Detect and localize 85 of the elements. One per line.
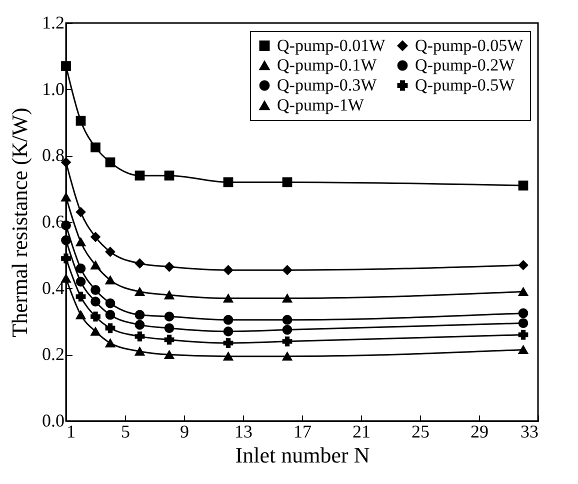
- legend-label: Q-pump-0.2W: [415, 56, 516, 74]
- point: [223, 265, 234, 276]
- point: [282, 352, 292, 361]
- point: [76, 276, 86, 287]
- point: [134, 331, 145, 342]
- point: [518, 330, 528, 340]
- point: [282, 314, 292, 325]
- point: [164, 323, 174, 334]
- point: [105, 323, 116, 334]
- point: [223, 314, 234, 325]
- point: [282, 336, 292, 346]
- y-tick-label: 1.0: [42, 78, 64, 99]
- x-tick-label: 5: [121, 422, 130, 442]
- point: [90, 312, 100, 322]
- point: [282, 324, 292, 335]
- point: [90, 296, 100, 307]
- legend-label: Q-pump-0.01W: [277, 36, 386, 55]
- point: [105, 157, 116, 168]
- point: [90, 260, 100, 270]
- point: [76, 207, 86, 217]
- point: [105, 246, 116, 257]
- point: [76, 116, 86, 126]
- point: [134, 258, 145, 268]
- point: [164, 312, 174, 322]
- point: [164, 334, 174, 345]
- point: [223, 326, 234, 336]
- legend-label: Q-pump-0.05W: [415, 36, 524, 55]
- point: [105, 310, 116, 320]
- point: [76, 238, 86, 246]
- point: [164, 290, 174, 300]
- point: [61, 274, 71, 283]
- x-tick-label: 21: [352, 422, 370, 442]
- point: [518, 345, 528, 354]
- point: [223, 352, 234, 361]
- point: [223, 177, 234, 188]
- point: [282, 177, 292, 188]
- x-tick-label: 9: [180, 422, 189, 442]
- point: [76, 292, 86, 302]
- point: [61, 61, 71, 72]
- point: [76, 264, 86, 274]
- point: [164, 262, 174, 272]
- point: [134, 347, 145, 356]
- point: [134, 320, 145, 330]
- point: [105, 298, 116, 308]
- point: [223, 294, 234, 303]
- point: [61, 192, 71, 202]
- point: [518, 308, 528, 318]
- legend-label: Q-pump-0.1W: [277, 56, 378, 74]
- y-tick-label: 1.2: [42, 12, 64, 32]
- x-tick-label: 25: [412, 422, 430, 442]
- point: [61, 254, 71, 264]
- point: [164, 350, 174, 360]
- point: [105, 338, 116, 348]
- x-tick-label: 33: [520, 422, 538, 442]
- x-tick-label: 17: [294, 422, 312, 442]
- point: [90, 232, 100, 242]
- x-tick-label: 1: [66, 422, 76, 442]
- y-tick-label: 0.0: [42, 410, 64, 430]
- point: [90, 327, 100, 336]
- point: [134, 287, 145, 296]
- legend-label: Q-pump-1W: [277, 96, 365, 114]
- point: [518, 180, 528, 190]
- x-tick-label: 29: [470, 422, 488, 442]
- y-tick-label: 0.4: [42, 278, 64, 298]
- point: [90, 285, 100, 295]
- point: [282, 265, 292, 276]
- point: [164, 170, 174, 180]
- point: [518, 287, 528, 296]
- point: [134, 310, 145, 320]
- point: [518, 260, 528, 270]
- point: [90, 142, 100, 152]
- y-tick-label: 0.8: [42, 145, 64, 166]
- point: [76, 310, 86, 320]
- y-tick-label: 0.2: [42, 344, 64, 364]
- point: [61, 235, 71, 246]
- x-tick-label: 13: [234, 422, 252, 442]
- x-axis-title: Inlet number N: [235, 442, 370, 468]
- point: [518, 318, 528, 328]
- point: [105, 276, 116, 284]
- legend-label: Q-pump-0.5W: [415, 76, 516, 94]
- point: [223, 338, 234, 348]
- point: [282, 294, 292, 303]
- y-axis-title: Thermal resistance (K/W): [7, 108, 32, 338]
- legend-label: Q-pump-0.3W: [277, 76, 378, 94]
- point: [134, 170, 145, 180]
